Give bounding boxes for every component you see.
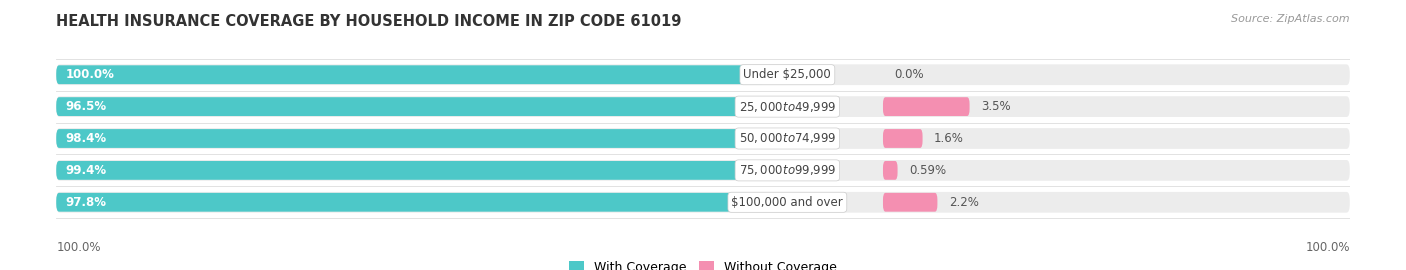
Text: Source: ZipAtlas.com: Source: ZipAtlas.com <box>1232 14 1350 23</box>
FancyBboxPatch shape <box>56 160 1350 181</box>
Text: 3.5%: 3.5% <box>981 100 1011 113</box>
Legend: With Coverage, Without Coverage: With Coverage, Without Coverage <box>564 256 842 270</box>
FancyBboxPatch shape <box>56 129 754 148</box>
FancyBboxPatch shape <box>56 193 749 212</box>
Text: $75,000 to $99,999: $75,000 to $99,999 <box>738 163 837 177</box>
FancyBboxPatch shape <box>56 192 1350 213</box>
FancyBboxPatch shape <box>883 97 970 116</box>
FancyBboxPatch shape <box>883 193 938 212</box>
Text: Under $25,000: Under $25,000 <box>744 68 831 81</box>
FancyBboxPatch shape <box>56 65 765 84</box>
FancyBboxPatch shape <box>56 128 1350 149</box>
Text: 99.4%: 99.4% <box>65 164 107 177</box>
FancyBboxPatch shape <box>883 129 922 148</box>
Text: HEALTH INSURANCE COVERAGE BY HOUSEHOLD INCOME IN ZIP CODE 61019: HEALTH INSURANCE COVERAGE BY HOUSEHOLD I… <box>56 14 682 29</box>
Text: $100,000 and over: $100,000 and over <box>731 196 844 209</box>
FancyBboxPatch shape <box>56 64 1350 85</box>
Text: $50,000 to $74,999: $50,000 to $74,999 <box>738 131 837 146</box>
Text: 96.5%: 96.5% <box>65 100 107 113</box>
Text: 100.0%: 100.0% <box>65 68 114 81</box>
Text: 98.4%: 98.4% <box>65 132 107 145</box>
Text: 2.2%: 2.2% <box>949 196 979 209</box>
FancyBboxPatch shape <box>56 96 1350 117</box>
Text: 0.59%: 0.59% <box>908 164 946 177</box>
Text: $25,000 to $49,999: $25,000 to $49,999 <box>738 100 837 114</box>
FancyBboxPatch shape <box>56 161 761 180</box>
Text: 100.0%: 100.0% <box>1305 241 1350 254</box>
Text: 97.8%: 97.8% <box>65 196 107 209</box>
FancyBboxPatch shape <box>883 161 897 180</box>
FancyBboxPatch shape <box>56 97 740 116</box>
Text: 1.6%: 1.6% <box>934 132 963 145</box>
Text: 0.0%: 0.0% <box>894 68 924 81</box>
Text: 100.0%: 100.0% <box>56 241 101 254</box>
